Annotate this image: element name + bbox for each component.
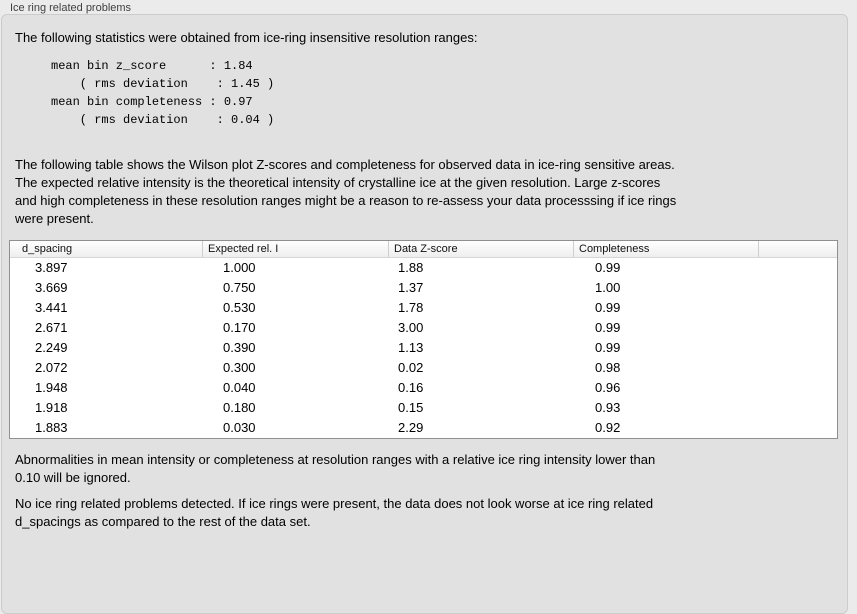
cell-expected-rel-i: 0.030 [223,420,256,435]
stats-block: mean bin z_score : 1.84 ( rms deviation … [51,59,275,127]
column-header-d-spacing[interactable]: d_spacing [10,241,203,257]
table-description-text: The following table shows the Wilson plo… [15,157,677,226]
column-header-expected-rel-i[interactable]: Expected rel. I [203,241,389,257]
cell-data-z-score: 2.29 [398,420,424,435]
cell-d-spacing: 1.948 [35,380,68,395]
table-header-row: d_spacing Expected rel. I Data Z-score C… [10,241,837,258]
intro-text: The following statistics were obtained f… [15,30,478,45]
cell-d-spacing: 2.249 [35,340,68,355]
table-row[interactable]: 3.669 0.750 1.37 1.00 [10,278,837,298]
cell-expected-rel-i: 0.170 [223,320,256,335]
table-row[interactable]: 2.671 0.170 3.00 0.99 [10,318,837,338]
table-row[interactable]: 1.948 0.040 0.16 0.96 [10,378,837,398]
cell-d-spacing: 1.918 [35,400,68,415]
cell-d-spacing: 2.072 [35,360,68,375]
column-header-completeness[interactable]: Completeness [574,241,759,257]
cell-completeness: 0.93 [595,400,621,415]
cell-data-z-score: 0.15 [398,400,424,415]
cell-expected-rel-i: 0.180 [223,400,256,415]
cell-expected-rel-i: 0.300 [223,360,256,375]
cell-completeness: 0.92 [595,420,621,435]
table-body: 3.897 1.000 1.88 0.99 3.669 0.750 1.37 1… [10,258,837,438]
ice-ring-panel: The following statistics were obtained f… [1,14,848,614]
cell-expected-rel-i: 1.000 [223,260,256,275]
cell-data-z-score: 0.16 [398,380,424,395]
table-row[interactable]: 1.883 0.030 2.29 0.92 [10,418,837,438]
cell-completeness: 1.00 [595,280,621,295]
abnormalities-note: Abnormalities in mean intensity or compl… [15,452,656,485]
conclusion-text: No ice ring related problems detected. I… [15,496,654,529]
table-row[interactable]: 3.897 1.000 1.88 0.99 [10,258,837,278]
cell-data-z-score: 0.02 [398,360,424,375]
panel-title: Ice ring related problems [10,2,132,14]
column-header-spacer [759,241,837,257]
cell-completeness: 0.99 [595,260,621,275]
table-row[interactable]: 2.249 0.390 1.13 0.99 [10,338,837,358]
table-row[interactable]: 1.918 0.180 0.15 0.93 [10,398,837,418]
cell-data-z-score: 3.00 [398,320,424,335]
cell-data-z-score: 1.78 [398,300,424,315]
cell-d-spacing: 2.671 [35,320,68,335]
cell-d-spacing: 3.897 [35,260,68,275]
cell-expected-rel-i: 0.530 [223,300,256,315]
cell-data-z-score: 1.13 [398,340,424,355]
cell-expected-rel-i: 0.040 [223,380,256,395]
cell-data-z-score: 1.88 [398,260,424,275]
table-row[interactable]: 3.441 0.530 1.78 0.99 [10,298,837,318]
cell-d-spacing: 3.441 [35,300,68,315]
cell-completeness: 0.99 [595,320,621,335]
column-header-data-z-score[interactable]: Data Z-score [389,241,574,257]
cell-expected-rel-i: 0.390 [223,340,256,355]
cell-expected-rel-i: 0.750 [223,280,256,295]
table-row[interactable]: 2.072 0.300 0.02 0.98 [10,358,837,378]
cell-d-spacing: 1.883 [35,420,68,435]
cell-completeness: 0.98 [595,360,621,375]
cell-data-z-score: 1.37 [398,280,424,295]
cell-completeness: 0.99 [595,340,621,355]
ice-ring-table: d_spacing Expected rel. I Data Z-score C… [9,240,838,439]
cell-d-spacing: 3.669 [35,280,68,295]
cell-completeness: 0.96 [595,380,621,395]
cell-completeness: 0.99 [595,300,621,315]
